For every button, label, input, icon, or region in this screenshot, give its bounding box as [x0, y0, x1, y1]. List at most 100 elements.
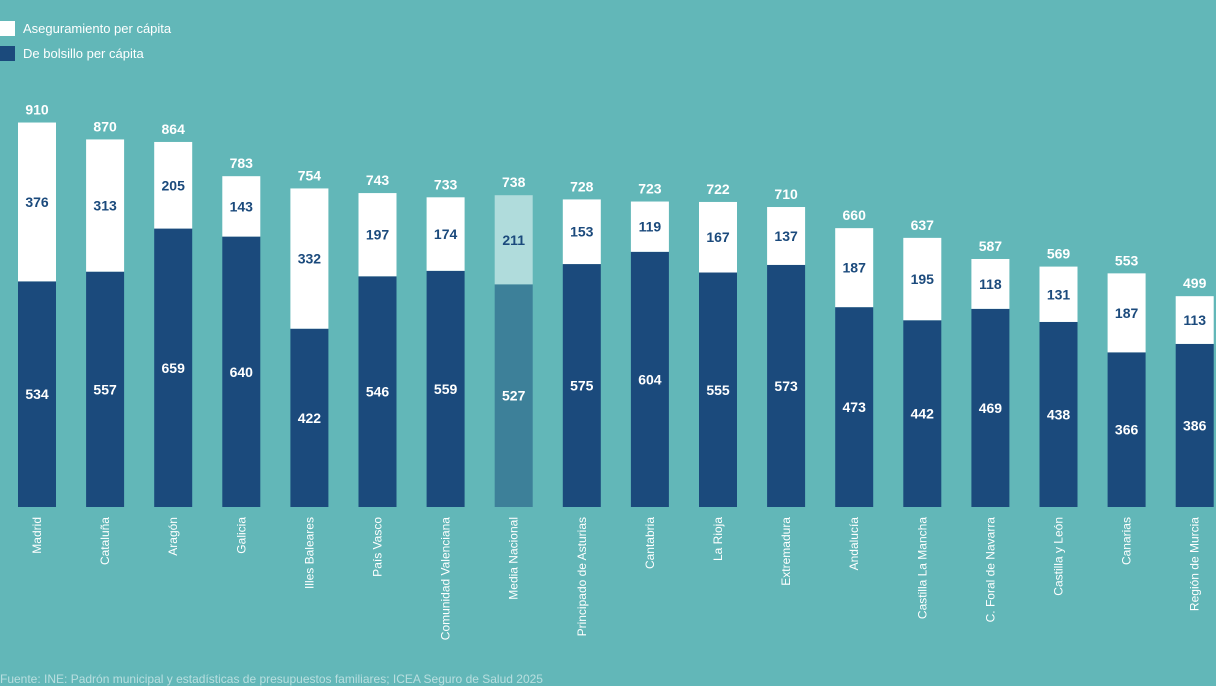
- bar-de-bolsillo-canarias: [1107, 352, 1146, 507]
- legend-swatch-de-bolsillo: [0, 45, 15, 61]
- category-label-cataluna: Cataluña: [98, 517, 112, 565]
- bar-aseguramiento-illes-baleares: [290, 188, 329, 329]
- bar-de-bolsillo-castilla-y-leon: [1039, 321, 1078, 507]
- data-label-de-bolsillo-canarias: 366: [1115, 422, 1139, 438]
- total-label-media-nacional: 738: [502, 174, 526, 190]
- bar-de-bolsillo-madrid: [18, 281, 56, 507]
- bar-aseguramiento-c-foral-de-navarra: [971, 258, 1010, 309]
- bar-aseguramiento-castilla-la-mancha: [903, 237, 942, 321]
- legend-swatch-aseguramiento: [0, 20, 15, 36]
- data-label-de-bolsillo-principado-de-asturias: 575: [570, 378, 594, 394]
- category-label-region-de-murcia: Región de Murcia: [1188, 517, 1202, 611]
- data-label-aseguramiento-castilla-la-mancha: 195: [911, 271, 935, 287]
- data-label-aseguramiento-region-de-murcia: 113: [1183, 312, 1206, 328]
- category-label-andalucia: Andalucía: [847, 517, 861, 571]
- legend-label-de-bolsillo: De bolsillo per cápita: [23, 45, 144, 61]
- category-label-canarias: Canarias: [1120, 517, 1134, 565]
- bar-de-bolsillo-castilla-la-mancha: [903, 320, 942, 507]
- bar-aseguramiento-extremadura: [767, 207, 806, 265]
- total-label-aragon: 864: [162, 121, 186, 137]
- data-label-aseguramiento-media-nacional: 211: [502, 232, 525, 248]
- data-label-de-bolsillo-region-de-murcia: 386: [1183, 417, 1207, 433]
- bar-aseguramiento-pais-vasco: [358, 193, 397, 277]
- data-label-de-bolsillo-extremadura: 573: [774, 378, 798, 394]
- bar-de-bolsillo-media-nacional: [494, 284, 533, 507]
- bar-aseguramiento-cataluna: [86, 139, 125, 272]
- category-label-media-nacional: Media Nacional: [507, 517, 521, 600]
- data-label-aseguramiento-pais-vasco: 197: [366, 227, 390, 243]
- category-label-illes-baleares: Illes Baleares: [302, 517, 316, 589]
- data-label-de-bolsillo-aragon: 659: [162, 360, 186, 376]
- data-label-de-bolsillo-galicia: 640: [230, 364, 254, 380]
- data-label-aseguramiento-madrid: 376: [25, 194, 49, 210]
- total-label-castilla-y-leon: 569: [1047, 246, 1071, 262]
- category-label-comunidad-valenciana: Comunidad Valenciana: [439, 517, 453, 641]
- bar-aseguramiento-cantabria: [630, 201, 669, 252]
- total-label-comunidad-valenciana: 733: [434, 176, 458, 192]
- legend-item-aseguramiento: Aseguramiento per cápita: [0, 20, 171, 36]
- total-label-principado-de-asturias: 728: [570, 178, 594, 194]
- data-label-de-bolsillo-castilla-la-mancha: 442: [911, 406, 935, 422]
- data-label-de-bolsillo-comunidad-valenciana: 559: [434, 381, 458, 397]
- data-label-de-bolsillo-cantabria: 604: [638, 371, 662, 387]
- total-label-cataluna: 870: [93, 118, 117, 134]
- data-label-aseguramiento-extremadura: 137: [774, 228, 798, 244]
- data-label-de-bolsillo-madrid: 534: [25, 386, 49, 402]
- bar-de-bolsillo-principado-de-asturias: [562, 264, 601, 507]
- data-label-aseguramiento-canarias: 187: [1115, 305, 1139, 321]
- category-label-aragon: Aragón: [166, 517, 180, 556]
- total-label-andalucia: 660: [843, 207, 867, 223]
- bar-de-bolsillo-region-de-murcia: [1175, 343, 1214, 507]
- category-label-castilla-la-mancha: Castilla La Mancha: [915, 517, 929, 619]
- total-label-castilla-la-mancha: 637: [911, 217, 935, 233]
- bar-de-bolsillo-cantabria: [630, 251, 669, 507]
- total-label-madrid: 910: [25, 102, 49, 118]
- data-label-de-bolsillo-cataluna: 557: [93, 381, 117, 397]
- data-label-de-bolsillo-la-rioja: 555: [706, 382, 730, 398]
- total-label-canarias: 553: [1115, 252, 1139, 268]
- data-label-aseguramiento-comunidad-valenciana: 174: [434, 226, 458, 242]
- legend-item-de-bolsillo: De bolsillo per cápita: [0, 45, 144, 61]
- total-label-illes-baleares: 754: [298, 167, 322, 183]
- total-label-cantabria: 723: [638, 181, 662, 197]
- bar-de-bolsillo-la-rioja: [699, 272, 737, 507]
- bar-de-bolsillo-illes-baleares: [290, 328, 329, 507]
- data-label-de-bolsillo-illes-baleares: 422: [298, 410, 322, 426]
- bar-aseguramiento-la-rioja: [699, 201, 737, 273]
- source-note: Fuente: INE: Padrón municipal y estadíst…: [0, 672, 543, 686]
- bar-aseguramiento-aragon: [154, 141, 193, 229]
- data-label-aseguramiento-c-foral-de-navarra: 118: [979, 276, 1002, 292]
- data-label-de-bolsillo-castilla-y-leon: 438: [1047, 406, 1071, 422]
- bar-aseguramiento-principado-de-asturias: [562, 199, 601, 265]
- category-label-c-foral-de-navarra: C. Foral de Navarra: [983, 517, 997, 623]
- bar-de-bolsillo-andalucia: [835, 307, 874, 507]
- data-label-aseguramiento-illes-baleares: 332: [298, 251, 322, 267]
- bar-aseguramiento-region-de-murcia: [1175, 296, 1214, 344]
- total-label-extremadura: 710: [774, 186, 798, 202]
- category-label-galicia: Galicia: [234, 517, 248, 554]
- bar-aseguramiento-castilla-y-leon: [1039, 266, 1078, 322]
- category-label-pais-vasco: País Vasco: [371, 517, 385, 577]
- total-label-galicia: 783: [230, 155, 254, 171]
- total-label-la-rioja: 722: [706, 181, 730, 197]
- bar-aseguramiento-madrid: [18, 122, 56, 282]
- data-label-de-bolsillo-andalucia: 473: [843, 399, 867, 415]
- category-label-principado-de-asturias: Principado de Asturias: [575, 517, 589, 636]
- total-label-region-de-murcia: 499: [1183, 275, 1207, 291]
- data-label-aseguramiento-galicia: 143: [230, 198, 254, 214]
- bar-de-bolsillo-pais-vasco: [358, 276, 397, 507]
- category-label-la-rioja: La Rioja: [711, 517, 725, 561]
- data-label-de-bolsillo-c-foral-de-navarra: 469: [979, 400, 1003, 416]
- bar-aseguramiento-media-nacional: [494, 195, 533, 285]
- category-label-castilla-y-leon: Castilla y León: [1052, 517, 1066, 596]
- category-label-madrid: Madrid: [30, 517, 44, 554]
- data-label-de-bolsillo-pais-vasco: 546: [366, 384, 390, 400]
- bar-aseguramiento-canarias: [1107, 273, 1146, 353]
- data-label-aseguramiento-principado-de-asturias: 153: [570, 224, 594, 240]
- bar-de-bolsillo-galicia: [222, 236, 261, 507]
- bar-de-bolsillo-aragon: [154, 228, 193, 507]
- category-label-extremadura: Extremadura: [779, 517, 793, 586]
- data-label-aseguramiento-cataluna: 313: [93, 198, 117, 214]
- total-label-pais-vasco: 743: [366, 172, 390, 188]
